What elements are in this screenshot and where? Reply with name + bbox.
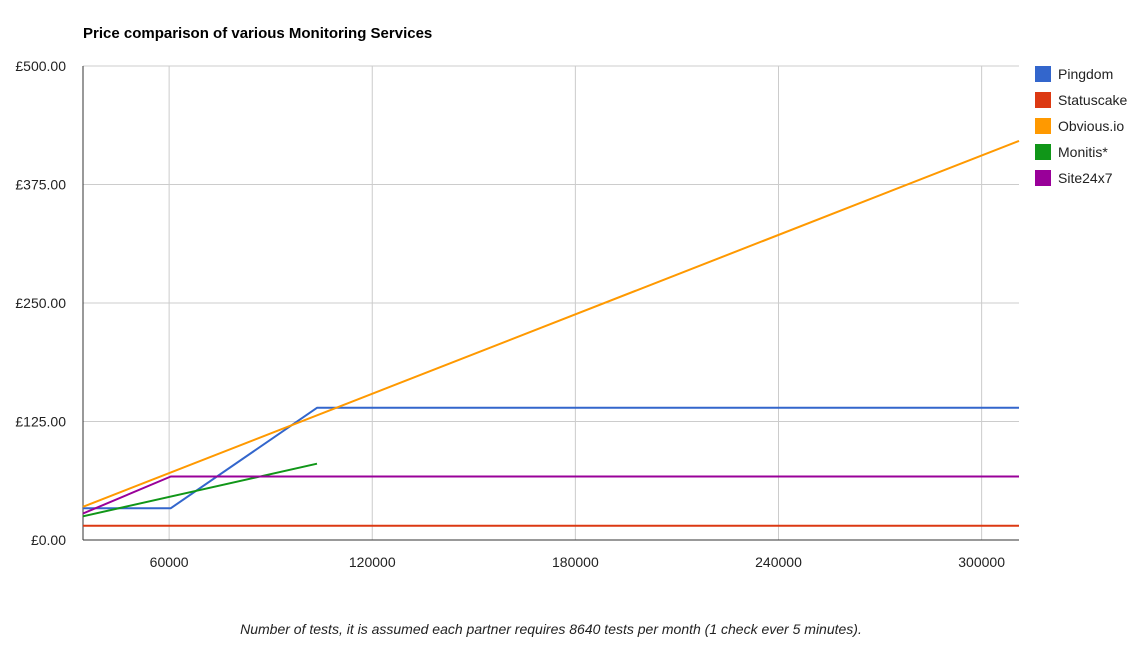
legend-swatch-statuscake <box>1035 92 1051 108</box>
legend-swatch-site24x7 <box>1035 170 1051 186</box>
x-tick-label: 180000 <box>552 554 599 570</box>
series-line-monitis <box>82 462 318 518</box>
series-lines <box>82 139 1020 527</box>
legend-swatch-obvious-io <box>1035 118 1051 134</box>
x-tick-label: 240000 <box>755 554 802 570</box>
chart-title: Price comparison of various Monitoring S… <box>83 25 432 42</box>
legend-label-statuscake: Statuscake <box>1058 92 1127 108</box>
legend-label-pingdom: Pingdom <box>1058 66 1113 82</box>
y-axis-ticks: £0.00 £125.00 £250.00 £375.00 £500.00 <box>15 58 66 548</box>
grid-lines <box>83 65 1019 540</box>
series-line-pingdom <box>83 406 1019 510</box>
legend-label-site24x7: Site24x7 <box>1058 170 1113 186</box>
y-tick-label: £375.00 <box>15 177 66 193</box>
series-line-site24x7 <box>82 475 1019 515</box>
legend-label-monitis: Monitis* <box>1058 144 1108 160</box>
legend-swatch-pingdom <box>1035 66 1051 82</box>
x-tick-label: 300000 <box>958 554 1005 570</box>
axes <box>82 66 1019 541</box>
y-tick-label: £125.00 <box>15 414 66 430</box>
y-tick-label: £500.00 <box>15 58 66 74</box>
y-tick-label: £250.00 <box>15 295 66 311</box>
x-axis-title: Number of tests, it is assumed each part… <box>240 621 862 637</box>
legend-swatch-monitis <box>1035 144 1051 160</box>
x-axis-ticks: 60000 120000 180000 240000 300000 <box>150 554 1006 570</box>
legend: Pingdom Statuscake Obvious.io Monitis* Site2… <box>1035 66 1127 186</box>
series-line-obvious-io <box>82 139 1020 508</box>
y-tick-label: £0.00 <box>31 532 66 548</box>
x-tick-label: 60000 <box>150 554 189 570</box>
x-tick-label: 120000 <box>349 554 396 570</box>
legend-label-obvious-io: Obvious.io <box>1058 118 1124 134</box>
